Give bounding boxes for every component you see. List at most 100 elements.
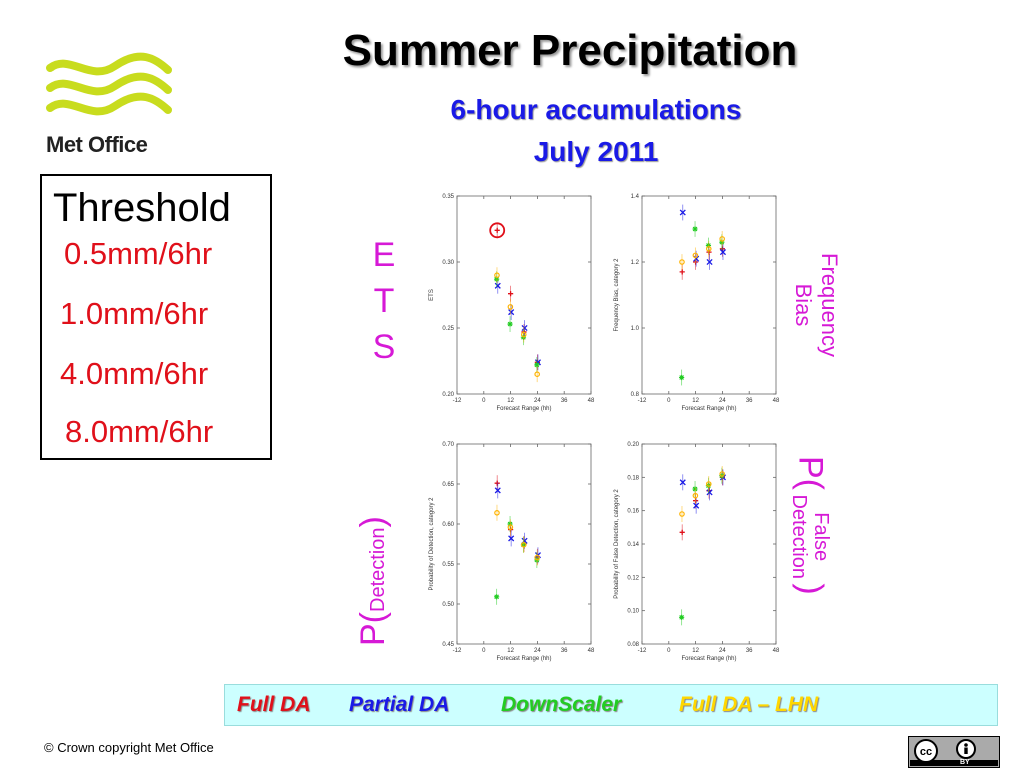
series-1 [494,482,542,564]
data-point [679,614,685,620]
x-tick-label: 48 [773,398,780,404]
data-point [679,511,685,517]
x-axis-label: Forecast Range (hh) [496,406,551,412]
x-axis-label: Forecast Range (hh) [681,656,736,662]
frequency-bias-text: Frequency Bias [791,253,842,357]
series-3 [494,267,540,383]
threshold-value: 1.0mm/6hr [60,296,209,331]
creative-commons-badge: cc BY [908,736,1000,768]
p-detection-prefix: P( [354,612,392,646]
data-point [719,246,725,252]
logo-wordmark: Met Office [46,132,148,157]
x-tick-label: 0 [667,648,671,654]
x-tick-label: 36 [746,398,753,404]
data-point [494,272,500,279]
y-tick-label: 1.2 [631,260,640,266]
copyright-text: © Crown copyright Met Office [44,740,214,755]
met-office-logo: Met Office [40,48,180,163]
highlight-circle [489,222,506,239]
p-false-text-1: False [810,512,832,562]
probability-of-detection-chart: -12 0 12 24 36 48 0.45 0.50 0.55 0.60 0.65 0.70 Fore… [429,442,595,662]
x-tick-label: -12 [453,648,462,654]
data-point [521,324,528,332]
y-axis-label: ETS [429,289,435,301]
x-tick-label: 36 [746,648,753,654]
data-point [494,510,500,516]
legend-bar: Full DA Partial DA DownScaler Full DA – … [224,684,998,726]
y-tick-label: 0.65 [442,482,454,488]
x-tick-label: 36 [561,648,568,654]
data-point [508,291,514,297]
data-point [679,479,686,486]
legend-full-da-lhn: Full DA – LHN [679,693,819,716]
plot-frame [641,443,777,645]
frequency-bias-label: Frequency Bias [786,240,842,370]
x-tick-label: -12 [453,398,462,404]
data-point [508,535,515,542]
data-point [507,321,513,327]
data-point [494,594,500,600]
x-tick-label: 12 [692,648,699,654]
threshold-value: 4.0mm/6hr [60,356,209,391]
data-point [679,374,685,381]
data-point [494,480,500,486]
p-false-prefix: P( [791,456,830,490]
y-tick-label: 0.70 [442,442,454,448]
ets-label: E T S [364,232,404,370]
data-point [534,362,540,368]
threshold-value: 8.0mm/6hr [65,414,214,449]
y-axis-label: Probability of Detection, category 2 [429,497,435,591]
x-tick-label: 12 [692,398,699,404]
ets-chart: -12 0 12 24 36 48 0.20 0.25 0.30 0.35 Forecast Ran… [429,194,595,412]
data-point [679,269,685,275]
x-tick-label: 24 [719,648,726,654]
data-point [494,487,501,494]
y-tick-label: 0.30 [442,260,454,266]
plot-frame [641,195,777,395]
ets-letter: S [372,328,396,366]
y-tick-label: 0.55 [442,562,454,568]
data-point [534,371,540,378]
x-tick-label: 0 [667,398,671,404]
y-tick-label: 0.60 [442,522,454,528]
y-tick-label: 1.0 [631,326,640,332]
threshold-box [40,174,272,460]
data-point [679,529,685,535]
data-point [706,258,713,266]
ets-letter: E [372,236,396,274]
data-point [494,282,501,289]
x-tick-label: 24 [534,398,541,404]
data-point [520,542,527,548]
series-1 [679,204,727,270]
x-axis-label: Forecast Range (hh) [681,406,736,412]
x-tick-label: 0 [482,648,486,654]
x-tick-label: -12 [638,398,647,404]
y-tick-label: 0.45 [442,642,454,648]
x-tick-label: 24 [534,648,541,654]
probability-of-false-detection-chart: -12 0 12 24 36 48 0.08 0.10 0.12 0.14 0.16 0.18 0.20… [614,442,780,662]
plot-frame [456,195,592,395]
series-3 [679,230,725,270]
x-tick-label: 48 [588,648,595,654]
frequency-bias-chart: -12 0 12 24 36 48 0.8 1.0 1.2 1.4 Forecast Range (… [614,194,780,412]
subtitle-line-1: 6-hour accumulations [450,94,742,125]
threshold-title: Threshold [53,186,231,230]
y-tick-label: 0.20 [627,442,639,448]
y-tick-label: 1.4 [631,194,640,200]
data-point [534,554,540,561]
cc-by-icon: cc [908,736,1000,768]
data-point [719,471,725,477]
data-point [705,481,712,487]
y-tick-label: 0.14 [627,542,639,548]
y-tick-label: 0.16 [627,509,639,515]
y-tick-label: 0.08 [627,642,639,648]
x-tick-label: 12 [507,648,514,654]
series-3 [494,504,540,566]
x-tick-label: 0 [482,398,486,404]
y-tick-label: 0.35 [442,194,454,200]
subtitle-line-2: July 2011 [533,136,659,167]
p-false-suffix: ) [791,583,830,595]
x-tick-label: 24 [719,398,726,404]
data-point [719,249,727,256]
data-point [692,252,699,259]
